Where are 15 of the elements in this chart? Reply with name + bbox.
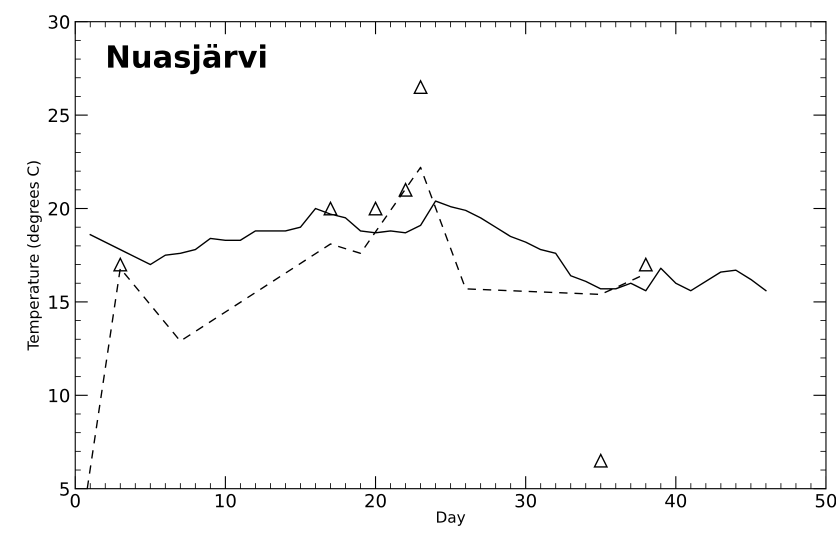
y-tick-label: 5 [60,482,69,496]
y-tick-label: 30 [48,15,70,29]
x-tick-label: 10 [216,494,236,508]
text: Nuasjärvi [108,44,266,74]
x-tick-label: 40 [665,494,686,508]
x-tick-label: 20 [365,494,386,508]
x-axis-title: Day [437,512,466,526]
y-tick-label: 25 [48,108,69,122]
y-axis-title: Temperature (degrees C) [27,161,42,351]
y-tick-label: 10 [49,388,70,402]
x-tick-label: 30 [516,494,536,508]
x-tick-label: 50 [816,494,836,508]
y-tick-label: 15 [49,296,69,310]
x-tick-label: 0 [70,494,80,508]
y-tick-label: 20 [48,202,70,216]
